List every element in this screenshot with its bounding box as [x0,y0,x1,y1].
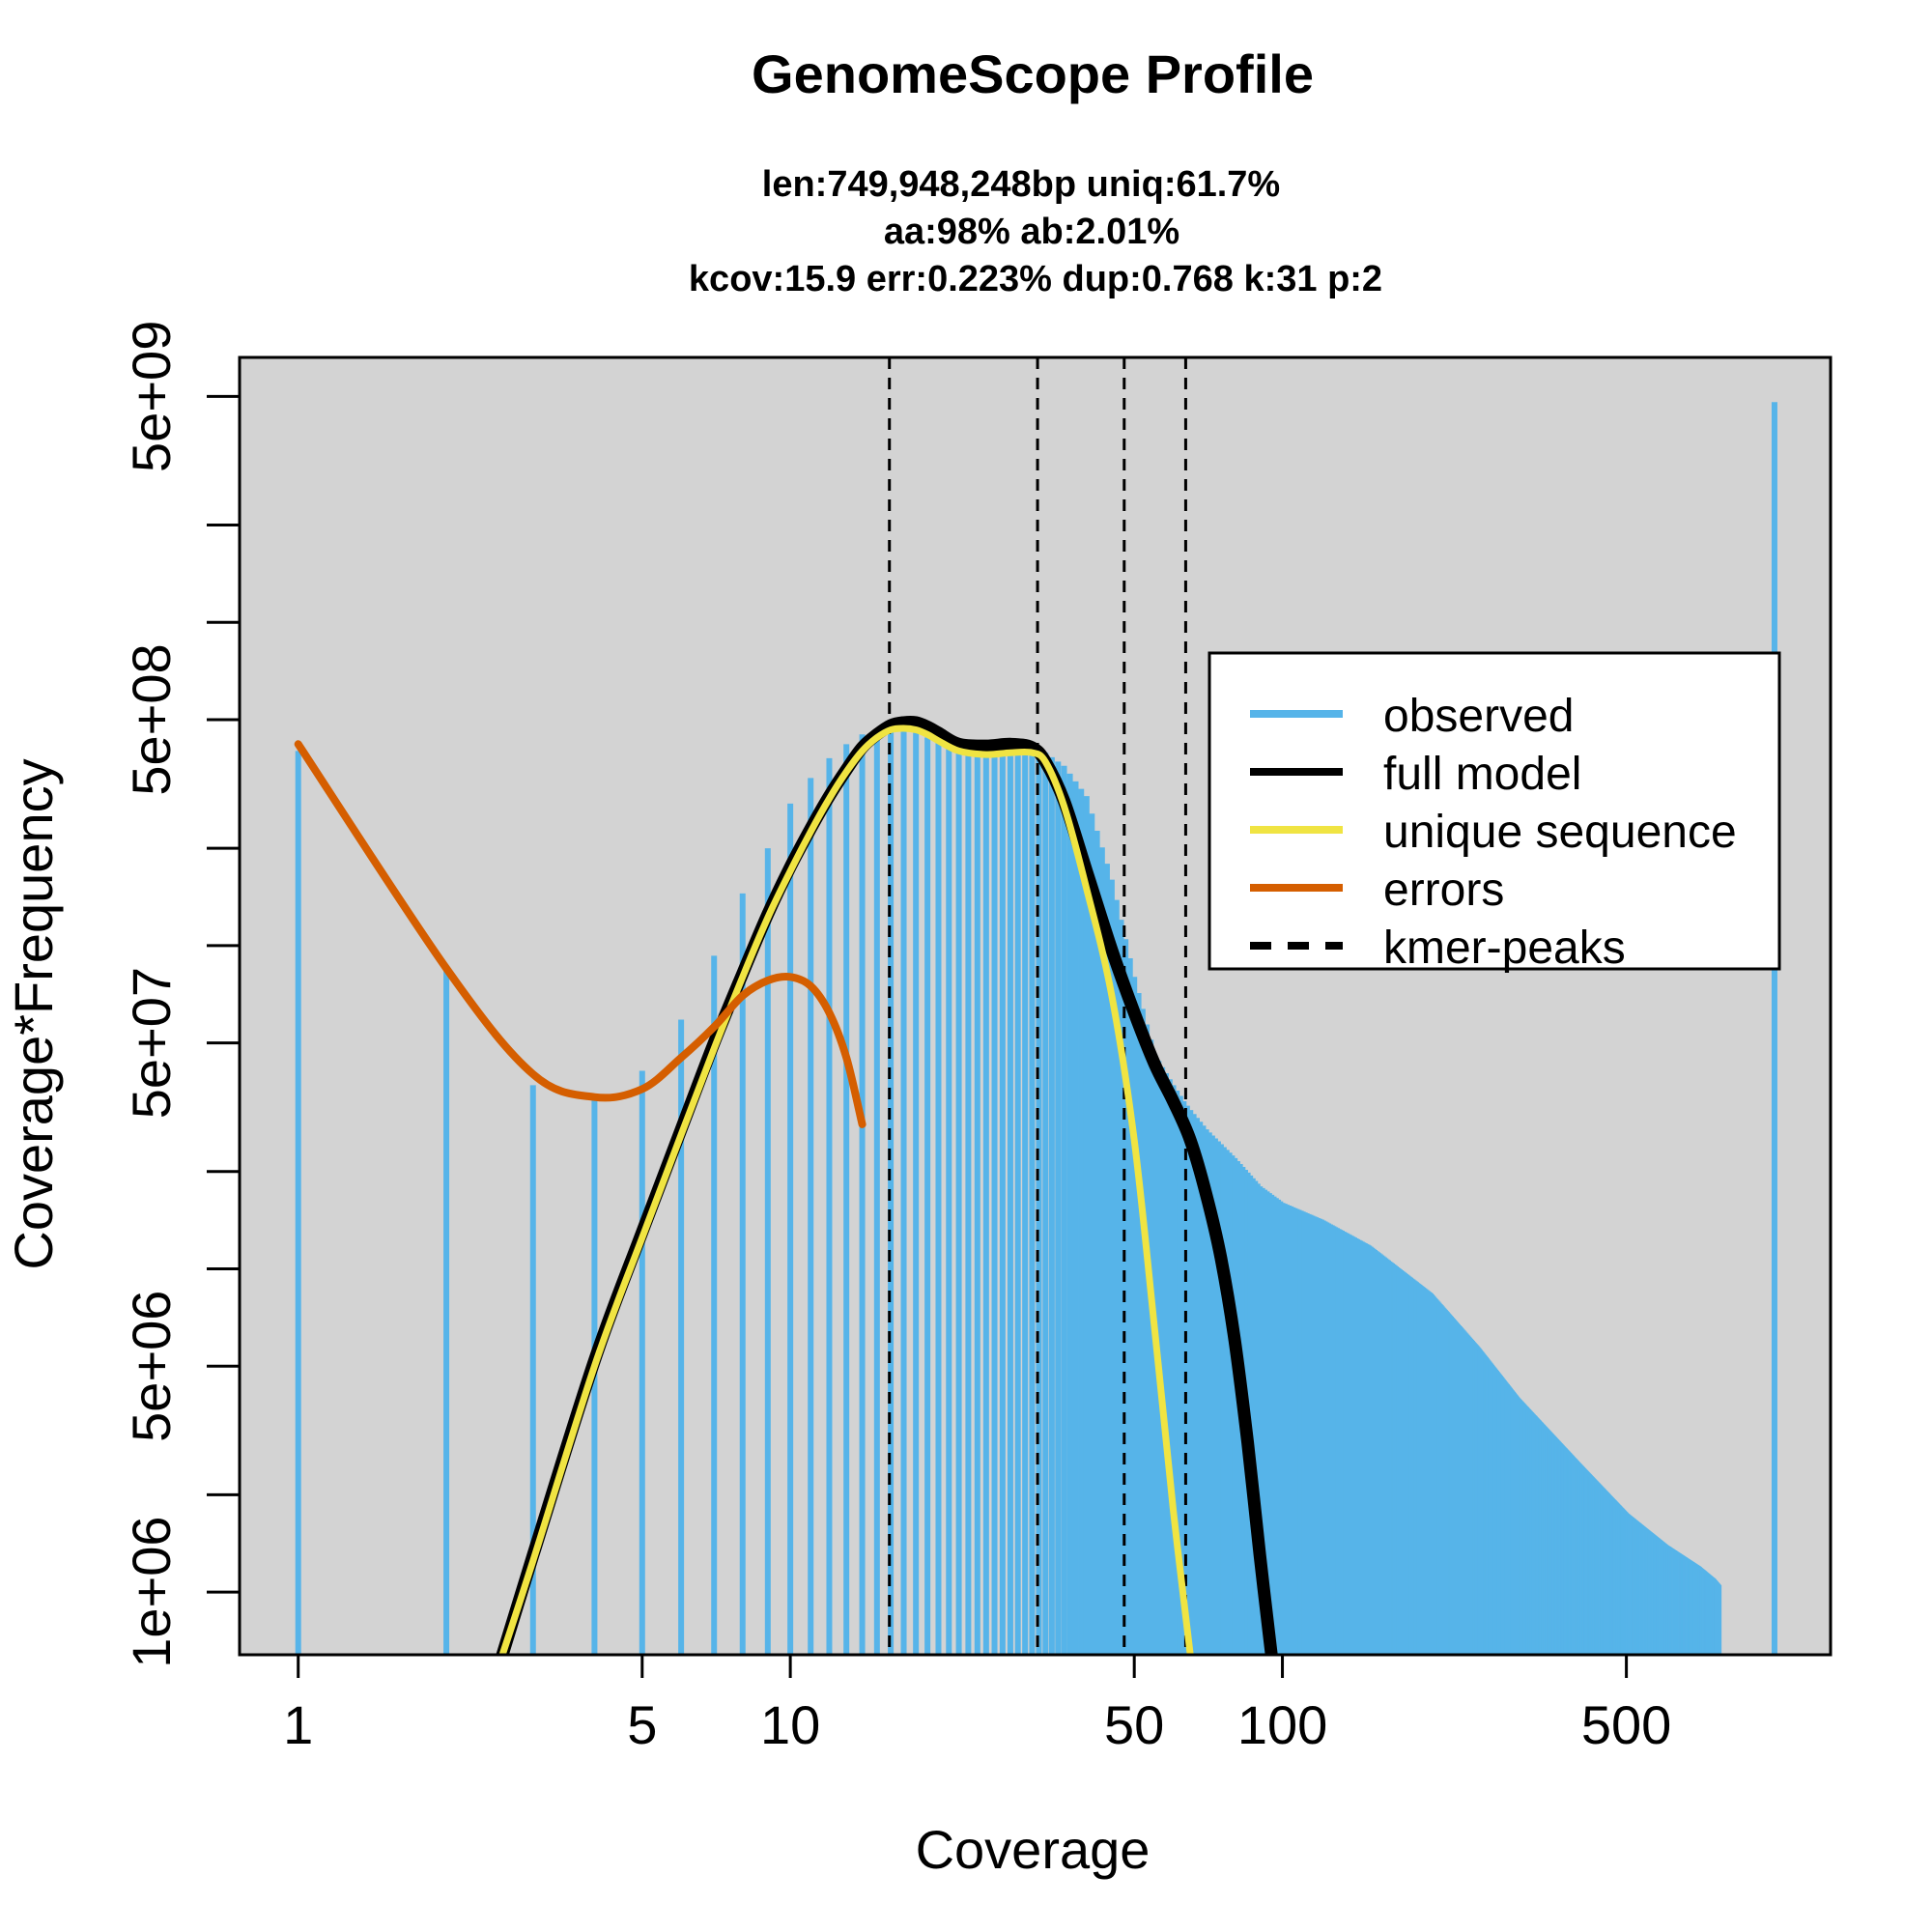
plot-area: 1 5 10 50 100 500 1e+06 5e+06 5e+07 5e+08 5e+09 [121,321,1833,1755]
chart-title: GenomeScope Profile [752,43,1314,104]
x-tick-label: 1 [283,1694,313,1755]
y-tick-label: 5e+08 [121,643,182,795]
plot-background [240,357,1831,1655]
x-axis-label: Coverage [916,1819,1151,1880]
legend-box [1208,651,1781,971]
plot-content [294,357,1777,1655]
y-axis: 1e+06 5e+06 5e+07 5e+08 5e+09 [121,321,240,1668]
errors-line [294,740,867,1128]
x-tick-label: 5 [627,1694,657,1755]
plot-frame [238,355,1833,1657]
legend-label-unique-sequence: unique sequence [1383,807,1737,858]
legend-label-kmer-peaks: kmer-peaks [1383,923,1626,974]
unique-sequence-line [498,724,1194,1655]
x-tick-label: 50 [1104,1694,1164,1755]
chart-subtitle-line-3: kcov:15.9 err:0.223% dup:0.768 k:31 p:2 [689,259,1382,299]
observed-bars [295,402,1777,1655]
x-tick-label: 500 [1581,1694,1671,1755]
x-tick-label: 100 [1237,1694,1327,1755]
legend-label-full-model: full model [1383,749,1581,800]
chart-subtitle-line-2: aa:98% ab:2.01% [884,212,1179,252]
legend-label-errors: errors [1383,865,1504,916]
y-axis-label: Coverage*Frequency [3,758,64,1269]
legend-label-observed: observed [1383,691,1574,742]
y-tick-label: 5e+07 [121,967,182,1119]
y-tick-label: 1e+06 [121,1516,182,1667]
x-axis: 1 5 10 50 100 500 [283,1655,1671,1755]
legend: observed full model unique sequence errors k… [1208,651,1781,974]
y-tick-label: 5e+09 [121,321,182,472]
y-tick-label: 5e+06 [121,1291,182,1442]
chart-subtitle-line-1: len:749,948,248bp uniq:61.7% [762,164,1280,205]
x-tick-label: 10 [760,1694,820,1755]
